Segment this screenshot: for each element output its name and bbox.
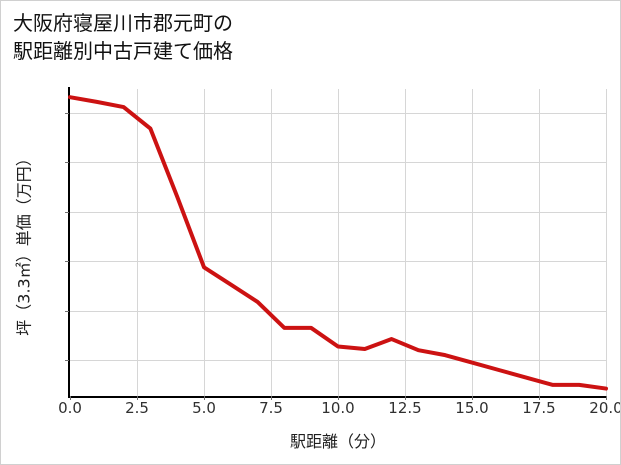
- page-title: 大阪府寝屋川市郡元町の 駅距離別中古戸建て価格: [13, 11, 233, 64]
- y-tick-mark: [65, 162, 69, 164]
- x-tick-label: 17.5: [522, 399, 556, 417]
- line-series-svg: [68, 95, 608, 391]
- gridline-vertical: [204, 89, 205, 396]
- x-tick-mark: [271, 396, 272, 400]
- x-tick-label: 10.0: [321, 399, 355, 417]
- y-axis-title-text: 坪（3.3㎡）単価（万円）: [15, 149, 35, 336]
- x-tick-mark: [338, 396, 339, 400]
- x-axis-spine: [68, 396, 606, 398]
- gridline-vertical: [405, 89, 406, 396]
- x-tick-mark: [137, 396, 138, 400]
- x-tick-mark: [204, 396, 205, 400]
- gridline-vertical: [137, 89, 138, 396]
- gridline-vertical: [606, 89, 607, 396]
- x-tick-label: 12.5: [388, 399, 422, 417]
- x-tick-mark: [70, 396, 71, 400]
- y-tick-mark: [65, 360, 69, 362]
- x-tick-label: 20.0: [589, 399, 621, 417]
- x-tick-label: 7.5: [259, 399, 283, 417]
- y-axis-title: 坪（3.3㎡）単価（万円）: [9, 89, 37, 396]
- x-tick-label: 15.0: [455, 399, 489, 417]
- plot-area: 424446485052 0.02.55.07.510.012.515.017.…: [58, 89, 620, 417]
- x-tick-label: 0.0: [58, 399, 82, 417]
- x-tick-label: 2.5: [125, 399, 149, 417]
- gridline-vertical: [539, 89, 540, 396]
- y-tick-mark: [65, 211, 69, 213]
- line-series-path: [68, 95, 608, 391]
- y-tick-mark: [65, 310, 69, 312]
- gridline-vertical: [472, 89, 473, 396]
- gridline-vertical: [338, 89, 339, 396]
- x-tick-mark: [606, 396, 607, 400]
- gridline-vertical: [271, 89, 272, 396]
- y-tick-mark: [65, 261, 69, 263]
- y-tick-mark: [65, 112, 69, 114]
- x-axis-title: 駅距離（分）: [289, 432, 386, 451]
- x-tick-mark: [539, 396, 540, 400]
- x-tick-mark: [405, 396, 406, 400]
- y-axis-spine: [68, 87, 70, 398]
- x-tick-mark: [472, 396, 473, 400]
- x-tick-label: 5.0: [192, 399, 216, 417]
